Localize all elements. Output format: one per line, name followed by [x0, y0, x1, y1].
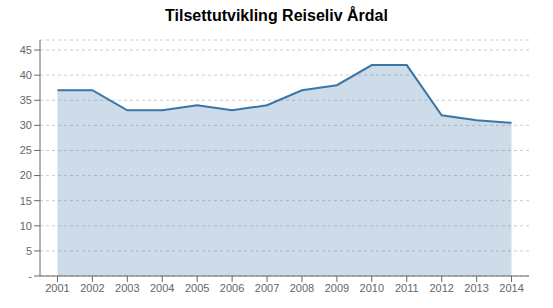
svg-text:2006: 2006 — [220, 282, 244, 294]
svg-text:2009: 2009 — [325, 282, 349, 294]
html-text:Tilsettutvikling Reiseliv Årda: Tilsettutvikling Reiseliv Årdal — [165, 7, 388, 24]
svg-text:30: 30 — [20, 119, 32, 131]
svg-text:5: 5 — [26, 245, 32, 257]
svg-text:40: 40 — [20, 69, 32, 81]
svg-text:10: 10 — [20, 220, 32, 232]
svg-text:2011: 2011 — [395, 282, 419, 294]
svg-text:20: 20 — [20, 169, 32, 181]
svg-text:2001: 2001 — [45, 282, 69, 294]
svg-text:2010: 2010 — [360, 282, 384, 294]
svg-text:2012: 2012 — [429, 282, 453, 294]
svg-text:2002: 2002 — [80, 282, 104, 294]
svg-text:45: 45 — [20, 44, 32, 56]
svg-text:25: 25 — [20, 144, 32, 156]
svg-text:2014: 2014 — [499, 282, 523, 294]
svg-text:-: - — [28, 270, 32, 282]
svg-text:2003: 2003 — [115, 282, 139, 294]
svg-text:2013: 2013 — [464, 282, 488, 294]
svg-text:2004: 2004 — [150, 282, 174, 294]
svg-text:2005: 2005 — [185, 282, 209, 294]
svg-text:2008: 2008 — [290, 282, 314, 294]
svg-text:15: 15 — [20, 195, 32, 207]
svg-text:35: 35 — [20, 94, 32, 106]
svg-text:2007: 2007 — [255, 282, 279, 294]
